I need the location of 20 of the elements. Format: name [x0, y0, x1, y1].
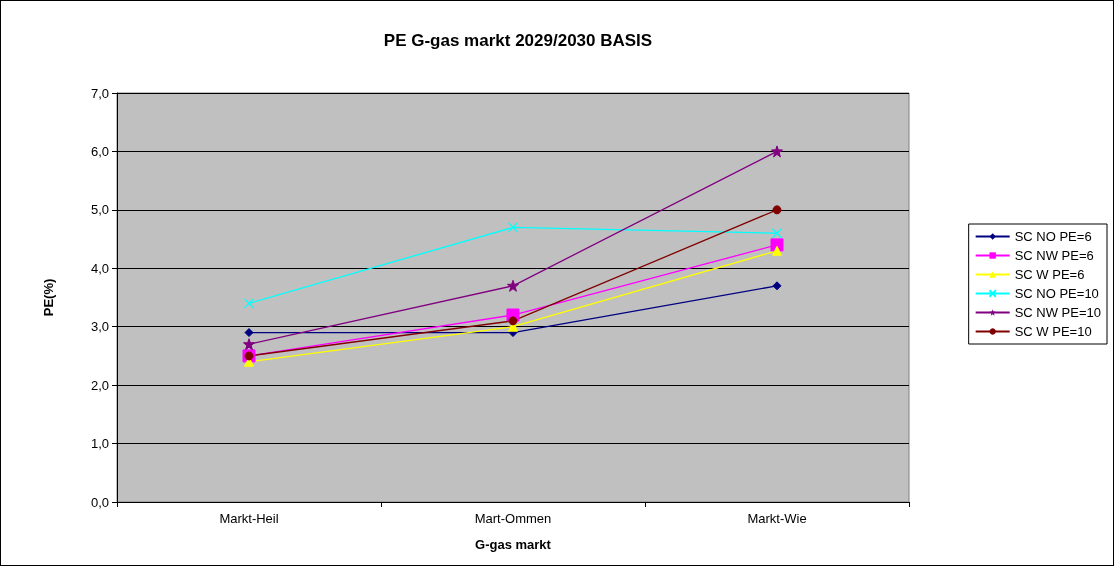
legend-label: SC W PE=10	[1014, 324, 1092, 339]
y-tick-label: 0,0	[90, 494, 109, 510]
y-tick-label: 5,0	[90, 202, 109, 218]
y-axis-title: PE(%)	[41, 278, 56, 317]
legend-label: SC NW PE=6	[1014, 248, 1094, 263]
y-tick-label: 4,0	[90, 260, 109, 276]
legend-label: SC NW PE=10	[1014, 305, 1102, 320]
legend-label: SC NO PE=10	[1014, 286, 1099, 301]
legend-label: SC NO PE=6	[1014, 229, 1092, 244]
x-axis-title: G-gas markt	[475, 537, 552, 552]
y-tick-label: 6,0	[90, 143, 109, 159]
x-tick-label: Mart-Ommen	[474, 511, 552, 526]
x-tick-label: Markt-Wie	[747, 511, 807, 526]
chart-title: PE G-gas markt 2029/2030 BASIS	[383, 31, 653, 50]
x-tick-label: Markt-Heil	[219, 511, 279, 526]
y-tick-label: 2,0	[90, 377, 109, 393]
legend-label: SC W PE=6	[1014, 267, 1085, 282]
y-tick-label: 1,0	[90, 436, 109, 452]
y-tick-label: 7,0	[90, 85, 109, 101]
y-tick-label: 3,0	[90, 319, 109, 335]
